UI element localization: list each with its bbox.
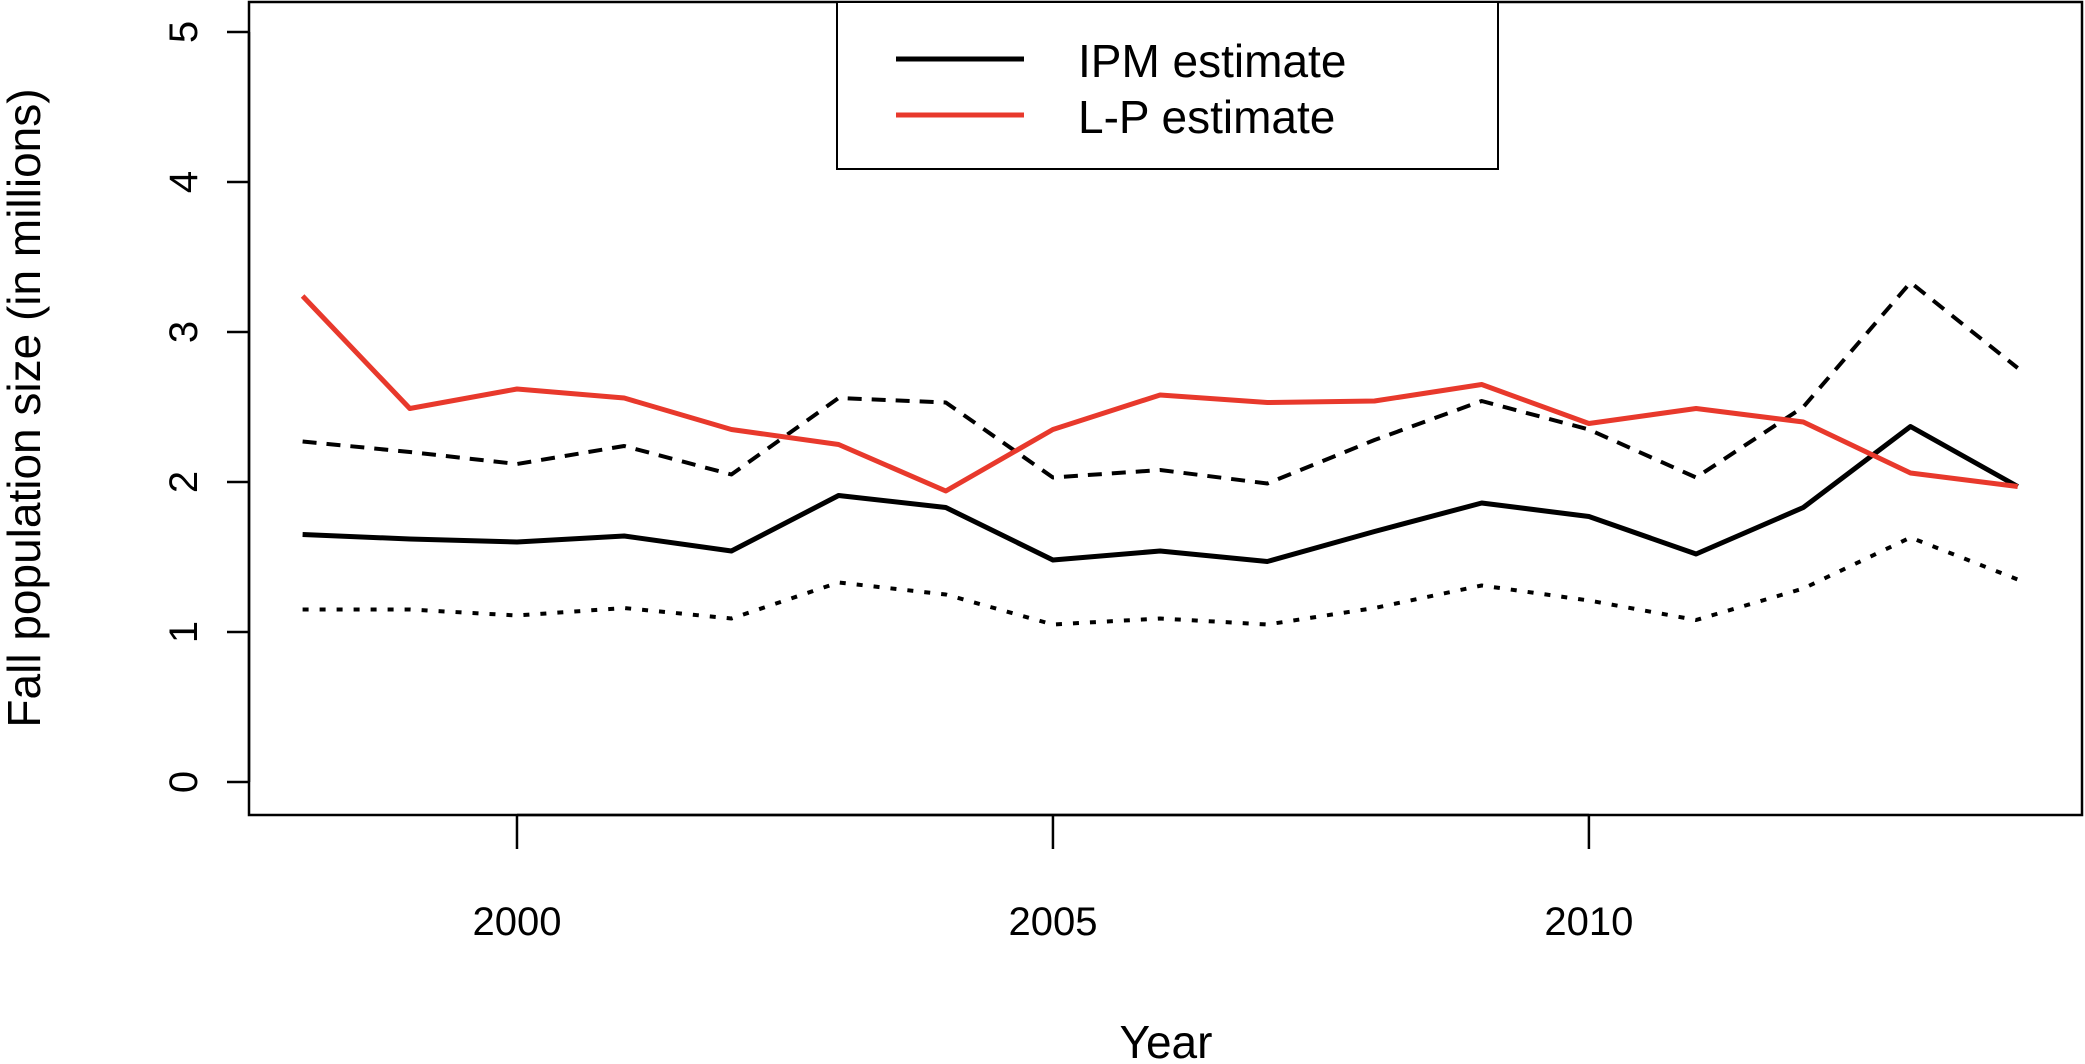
y-tick-label: 1: [162, 621, 206, 643]
legend: IPM estimate L-P estimate: [836, 1, 1499, 170]
y-axis: 0 1 2 3 4 5: [162, 21, 251, 793]
series-line-lp: [300, 294, 2019, 494]
x-axis: 2000 2005 2010: [472, 813, 1633, 944]
y-tick-label: 5: [162, 21, 206, 43]
legend-label-lp: L-P estimate: [1078, 91, 1335, 143]
x-tick-label: 2005: [1008, 900, 1097, 944]
series-line-lower-bound: [302, 535, 2019, 627]
y-tick-label: 0: [162, 771, 206, 793]
series-line-upper-bound: [302, 280, 2019, 486]
series-layer: [300, 280, 2019, 627]
legend-box: [836, 1, 1499, 170]
y-tick-label: 3: [162, 321, 206, 343]
legend-label-ipm: IPM estimate: [1078, 35, 1346, 87]
y-tick-label: 4: [162, 171, 206, 193]
x-tick-label: 2010: [1544, 900, 1633, 944]
series-line-ipm: [302, 424, 2019, 564]
y-tick-label: 2: [162, 471, 206, 493]
x-tick-label: 2000: [472, 900, 561, 944]
x-axis-title: Year: [1120, 1016, 1213, 1064]
y-axis-title: Fall population size (in millions): [0, 88, 50, 727]
